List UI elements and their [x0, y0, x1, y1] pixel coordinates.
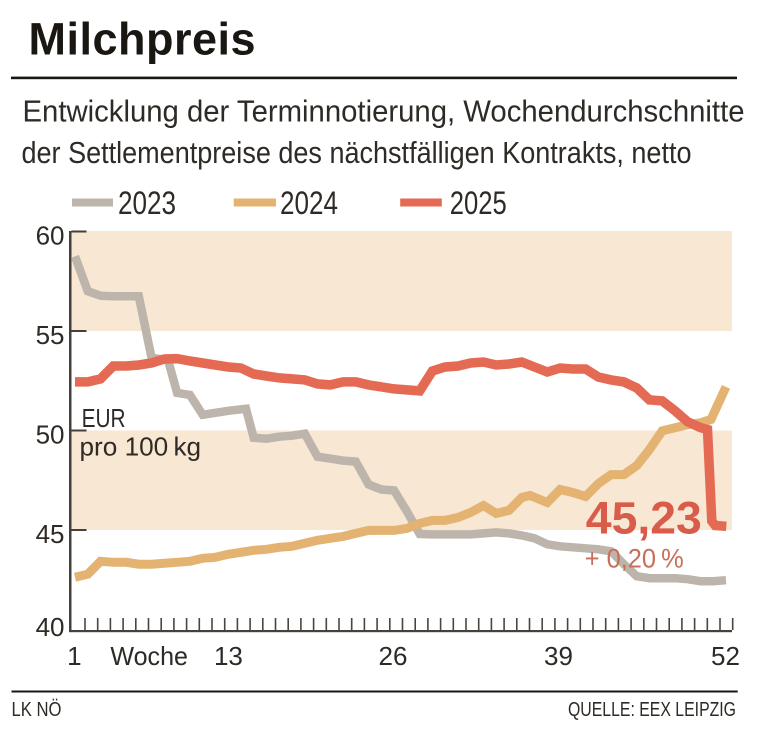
svg-text:26: 26	[379, 641, 408, 671]
svg-text:50: 50	[36, 420, 65, 450]
svg-text:Entwicklung der Terminnotierun: Entwicklung der Terminnotierung, Wochend…	[23, 94, 745, 129]
svg-text:1: 1	[67, 641, 81, 671]
svg-text:Woche: Woche	[110, 641, 188, 671]
svg-text:2024: 2024	[280, 185, 338, 221]
svg-text:13: 13	[214, 641, 243, 671]
svg-text:39: 39	[544, 641, 573, 671]
svg-text:45,23: 45,23	[586, 493, 702, 544]
svg-text:EUR: EUR	[82, 403, 126, 433]
svg-text:2023: 2023	[118, 185, 176, 221]
svg-text:60: 60	[36, 221, 65, 251]
svg-text:40: 40	[36, 612, 65, 642]
svg-text:Milchpreis: Milchpreis	[29, 13, 256, 64]
svg-text:55: 55	[36, 320, 65, 350]
svg-text:der Settlementpreise des nächs: der Settlementpreise des nächstfälligen …	[22, 135, 692, 170]
svg-text:+ 0,20 %: + 0,20 %	[585, 544, 684, 574]
svg-text:52: 52	[711, 641, 740, 671]
svg-text:LK NÖ: LK NÖ	[12, 699, 62, 721]
svg-text:45: 45	[36, 519, 65, 549]
svg-text:QUELLE: EEX LEIPZIG: QUELLE: EEX LEIPZIG	[568, 699, 736, 721]
svg-text:pro 100 kg: pro 100 kg	[80, 432, 202, 462]
svg-text:2025: 2025	[450, 185, 507, 221]
